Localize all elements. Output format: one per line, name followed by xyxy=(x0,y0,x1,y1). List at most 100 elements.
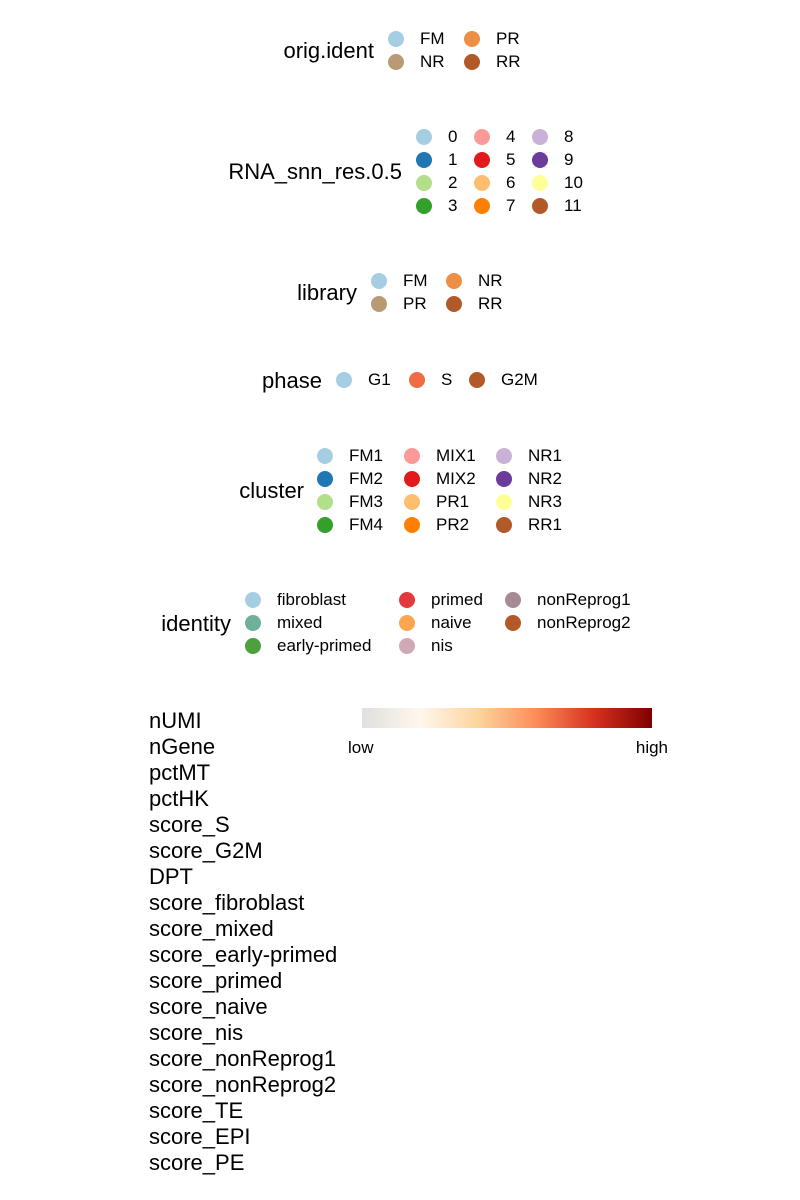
legend-label: 2 xyxy=(448,173,458,192)
legend-label: NR xyxy=(478,271,503,290)
legend-swatch xyxy=(245,615,261,631)
variable-name: score_nonReprog1 xyxy=(149,1046,337,1071)
legend-swatch xyxy=(404,471,420,487)
legend-swatch xyxy=(399,638,415,654)
legend-label: 1 xyxy=(448,150,458,169)
legend-title: orig.ident xyxy=(283,38,374,63)
legend-label: PR xyxy=(496,29,520,48)
legend-swatch xyxy=(388,54,404,70)
legend-label: MIX2 xyxy=(436,469,476,488)
legend-label: G1 xyxy=(368,370,391,389)
colorbar-gradient xyxy=(362,708,652,728)
legend-label: 3 xyxy=(448,196,458,215)
legend-label: PR xyxy=(403,294,427,313)
legend-swatch xyxy=(371,273,387,289)
legend-label: primed xyxy=(431,590,483,609)
legend-swatch xyxy=(416,129,432,145)
legend-label: 6 xyxy=(506,173,516,192)
legend-label: NR2 xyxy=(528,469,563,488)
legend-swatch xyxy=(474,129,490,145)
legend-label: fibroblast xyxy=(277,590,346,609)
legend-label: RR1 xyxy=(528,515,563,534)
legend-label: nis xyxy=(431,636,453,655)
legend-title: phase xyxy=(262,367,322,393)
legend-swatch xyxy=(496,471,512,487)
variable-name: score_fibroblast xyxy=(149,890,305,915)
legend-swatch xyxy=(496,448,512,464)
variable-name: score_nonReprog2 xyxy=(149,1072,337,1097)
legend-swatch xyxy=(464,54,480,70)
legend-label: 4 xyxy=(506,127,516,146)
legend-swatch xyxy=(474,175,490,191)
legend-label: NR xyxy=(420,52,445,71)
legend-label: 10 xyxy=(564,173,583,192)
legend-label: FM xyxy=(403,271,428,290)
variable-name: score_mixed xyxy=(149,916,274,941)
legend-label: nonReprog2 xyxy=(537,613,631,632)
legend-swatch xyxy=(388,31,404,47)
legend-label: RR xyxy=(478,294,503,313)
legend-swatch xyxy=(474,198,490,214)
legend-label: FM3 xyxy=(349,492,383,511)
legend-label: FM4 xyxy=(349,515,383,534)
colorbar-high-label: high xyxy=(635,738,668,757)
legend-title: identity xyxy=(161,610,231,636)
legend-swatch xyxy=(336,372,352,388)
legend-swatch xyxy=(416,175,432,191)
variable-name: score_primed xyxy=(149,968,283,993)
legend-title: RNA_snn_res.0.5 xyxy=(228,159,402,184)
legend-swatch xyxy=(446,273,462,289)
legend-swatch xyxy=(469,372,485,388)
legend-label: MIX1 xyxy=(436,446,476,465)
legend-label: 11 xyxy=(564,196,582,215)
legend-label: S xyxy=(441,370,453,389)
variable-name: nGene xyxy=(149,734,216,759)
legend-label: 5 xyxy=(506,150,516,169)
legend-label: 0 xyxy=(448,127,458,146)
legend-swatch xyxy=(505,592,521,608)
legend-swatch xyxy=(317,471,333,487)
legend-title: library xyxy=(297,280,357,305)
variable-name: DPT xyxy=(149,864,193,889)
legend-swatch xyxy=(399,615,415,631)
legend-label: PR1 xyxy=(436,492,470,511)
legend-swatch xyxy=(505,615,521,631)
legend-swatch xyxy=(532,198,548,214)
legend-label: FM2 xyxy=(349,469,383,488)
variable-name: score_PE xyxy=(149,1150,245,1175)
legend-label: PR2 xyxy=(436,515,470,534)
legend-swatch xyxy=(404,517,420,533)
legend-label: FM xyxy=(420,29,445,48)
legend-title: cluster xyxy=(239,478,304,503)
legend-swatch xyxy=(245,592,261,608)
legend-label: 7 xyxy=(506,196,516,215)
legend-swatch xyxy=(496,517,512,533)
legend-label: 8 xyxy=(564,127,574,146)
legend-swatch xyxy=(464,31,480,47)
legend-swatch xyxy=(245,638,261,654)
variables-list: nUMI nGene pctMT pctHK score_S score_G2M DPT sc… xyxy=(149,708,337,1176)
variable-name: score_early-primed xyxy=(149,942,338,967)
legend-label: NR1 xyxy=(528,446,563,465)
legend-swatch xyxy=(416,152,432,168)
legend-label: naive xyxy=(431,613,472,632)
legend-swatch xyxy=(532,129,548,145)
variable-name: score_EPI xyxy=(149,1124,251,1149)
legend-swatch xyxy=(317,448,333,464)
variable-name: nUMI xyxy=(149,708,202,733)
variable-name: score_nis xyxy=(149,1020,244,1045)
legend-label: nonReprog1 xyxy=(537,590,631,609)
variable-name: pctHK xyxy=(149,786,209,811)
legend-label: NR3 xyxy=(528,492,563,511)
legend-label: mixed xyxy=(277,613,323,632)
legend-swatch xyxy=(496,494,512,510)
legend-swatch xyxy=(532,152,548,168)
legend-label: 9 xyxy=(564,150,574,169)
variable-name: score_S xyxy=(149,812,230,837)
variable-name: score_TE xyxy=(149,1098,244,1123)
legend-swatch xyxy=(317,517,333,533)
colorbar-legend: low high xyxy=(348,708,668,758)
variable-name: score_G2M xyxy=(149,838,263,863)
legend-swatch xyxy=(446,296,462,312)
legend-swatch xyxy=(404,448,420,464)
